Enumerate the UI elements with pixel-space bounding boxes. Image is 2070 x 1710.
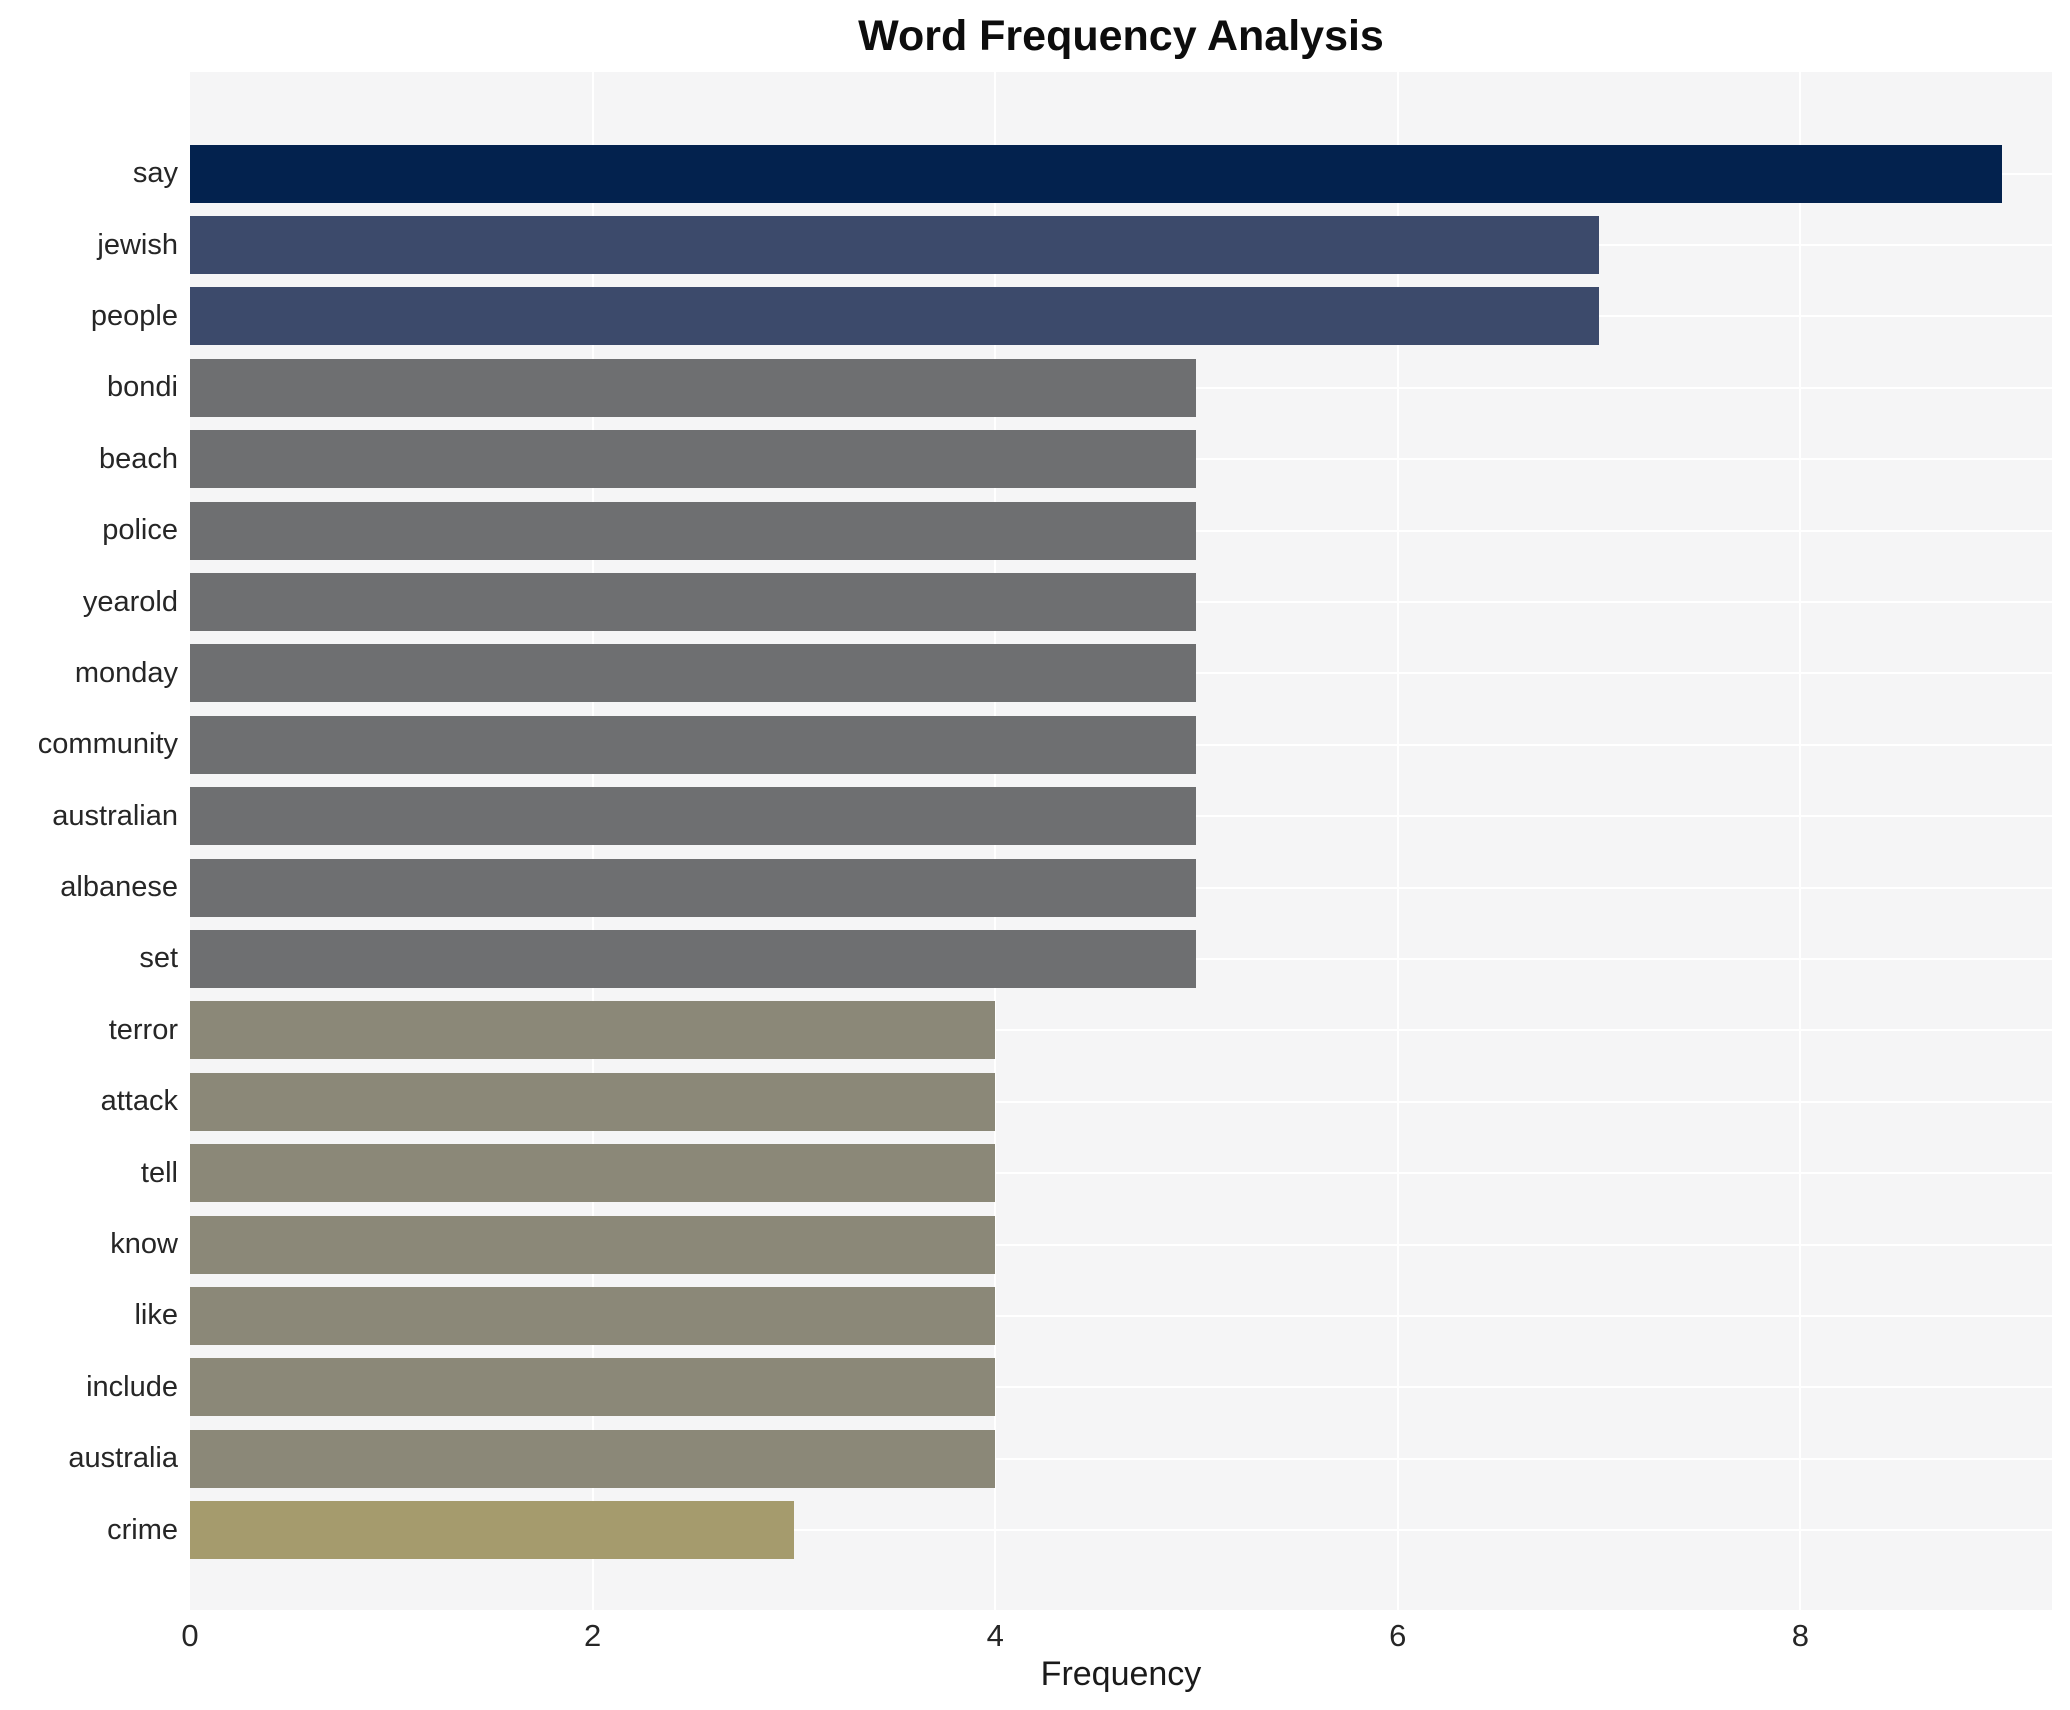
x-tick-2: 2 <box>583 1618 602 1653</box>
gridline-y-know <box>190 1243 2052 1246</box>
y-label-terror: terror <box>108 1013 178 1046</box>
bar-include <box>190 1358 996 1417</box>
bar-albanese <box>190 858 1197 917</box>
x-axis-label: Frequency <box>1040 1655 1202 1693</box>
row-jewish: jewish <box>97 209 2052 280</box>
y-label-albanese: albanese <box>60 871 178 904</box>
bar-terror <box>190 1001 996 1060</box>
row-yearold: yearold <box>83 566 2052 637</box>
y-label-know: know <box>110 1228 178 1261</box>
bar-rows: say jewish people bondi beach police yearold mo… <box>38 138 2052 1566</box>
y-label-police: police <box>102 514 178 547</box>
gridline-y-tell <box>190 1172 2052 1175</box>
row-community: community <box>38 709 2052 780</box>
bar-yearold <box>190 573 1197 632</box>
bar-beach <box>190 430 1197 489</box>
y-label-include: include <box>86 1370 178 1403</box>
bar-community <box>190 715 1197 774</box>
bar-police <box>190 501 1197 560</box>
row-people: people <box>91 281 2052 352</box>
row-australia: australia <box>68 1423 2052 1494</box>
y-label-australia: australia <box>68 1442 178 1475</box>
gridline-x-8 <box>1799 72 1802 1610</box>
gridline-y-include <box>190 1386 2052 1389</box>
y-label-say: say <box>132 157 178 190</box>
row-attack: attack <box>101 1066 2052 1137</box>
y-label-jewish: jewish <box>97 228 178 261</box>
row-australian: australian <box>52 781 2052 852</box>
y-label-set: set <box>139 942 178 975</box>
plot-area: say jewish people bondi beach police yearold mo… <box>38 72 2052 1610</box>
row-know: know <box>110 1209 2052 1280</box>
y-label-crime: crime <box>107 1513 178 1546</box>
row-say: say <box>133 138 2052 209</box>
row-crime: crime <box>107 1494 2052 1565</box>
x-tick-8: 8 <box>1791 1618 1809 1653</box>
x-tick-6: 6 <box>1389 1618 1407 1653</box>
x-tick-4: 4 <box>986 1618 1004 1653</box>
x-axis: 0 2 4 6 8 <box>181 1618 2052 1656</box>
bar-bondi <box>190 358 1197 417</box>
row-monday: monday <box>75 638 2052 709</box>
bar-know <box>190 1215 996 1274</box>
gridline-y-australia <box>190 1457 2052 1460</box>
row-albanese: albanese <box>60 852 2052 923</box>
bar-people <box>190 287 1600 346</box>
x-tick-0: 0 <box>181 1618 199 1653</box>
row-bondi: bondi <box>107 352 2052 423</box>
bar-jewish <box>190 216 1600 275</box>
gridline-y-crime <box>190 1529 2052 1532</box>
y-label-like: like <box>134 1299 178 1332</box>
bar-australia <box>190 1429 996 1488</box>
row-tell: tell <box>141 1137 2052 1208</box>
bar-australian <box>190 787 1197 846</box>
bar-tell <box>190 1144 996 1203</box>
y-label-people: people <box>90 299 178 332</box>
bar-crime <box>190 1501 794 1560</box>
y-label-attack: attack <box>100 1085 178 1118</box>
bar-attack <box>190 1072 996 1131</box>
row-terror: terror <box>109 995 2052 1066</box>
row-include: include <box>86 1352 2052 1423</box>
chart-title: Word Frequency Analysis <box>858 12 1384 60</box>
gridline-y-attack <box>190 1100 2052 1103</box>
row-police: police <box>102 495 2052 566</box>
row-like: like <box>134 1280 2052 1351</box>
row-set: set <box>139 923 2052 994</box>
y-label-community: community <box>37 728 178 761</box>
y-label-tell: tell <box>140 1156 178 1189</box>
y-label-australian: australian <box>52 799 178 832</box>
bar-say <box>190 144 2002 203</box>
gridline-x-6 <box>1396 72 1399 1610</box>
y-label-beach: beach <box>98 442 178 475</box>
y-label-bondi: bondi <box>107 371 178 404</box>
y-label-monday: monday <box>74 656 178 689</box>
gridline-y-like <box>190 1314 2052 1317</box>
y-label-yearold: yearold <box>82 585 178 618</box>
gridline-y-terror <box>190 1029 2052 1032</box>
bar-monday <box>190 644 1197 703</box>
row-beach: beach <box>99 424 2052 495</box>
bar-set <box>190 929 1197 988</box>
bar-like <box>190 1286 996 1345</box>
